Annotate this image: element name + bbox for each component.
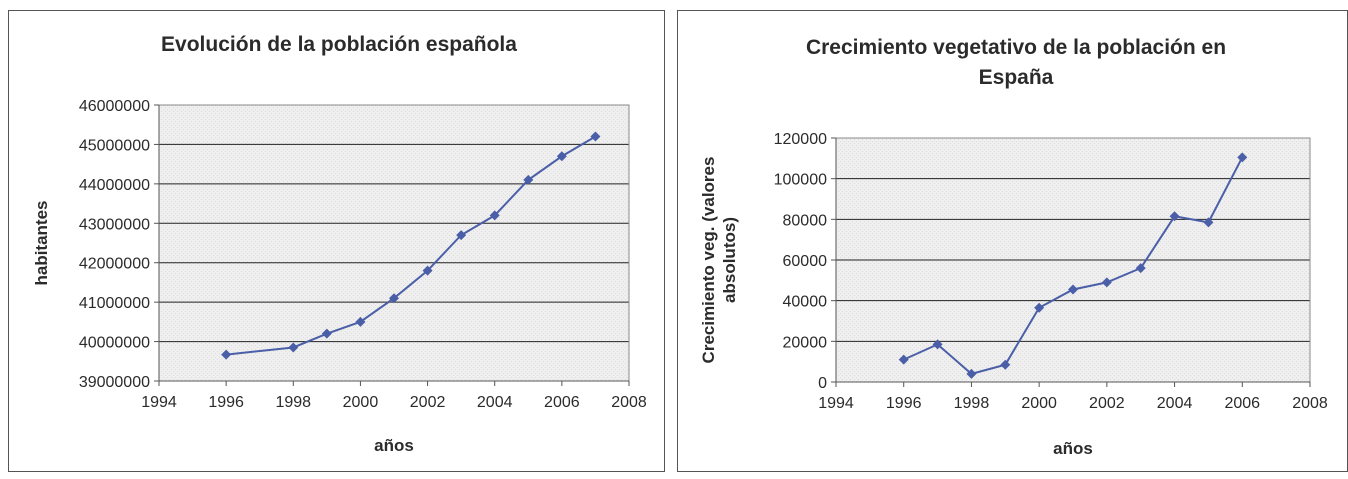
y-axis-title: Crecimiento veg. (valores absolutos) [699, 157, 739, 364]
y-tick-label: 60000 [783, 253, 828, 270]
x-tick-label: 1994 [141, 394, 177, 411]
x-tick-label: 2000 [343, 394, 379, 411]
data-point [590, 131, 601, 142]
data-point [1237, 152, 1248, 163]
y-tick-label: 100000 [774, 172, 827, 189]
x-tick-label: 2008 [1292, 395, 1328, 412]
data-point [556, 151, 567, 162]
x-tick-label: 1998 [275, 394, 311, 411]
plot-area [159, 105, 629, 381]
x-tick-label: 1996 [886, 395, 922, 412]
x-tick-label: 2000 [1021, 395, 1057, 412]
data-point [898, 354, 909, 365]
data-point [932, 339, 943, 350]
y-tick-label: 42000000 [79, 256, 150, 273]
y-tick-label: 20000 [783, 334, 828, 351]
data-point [355, 316, 366, 327]
x-axis-title: años [374, 436, 414, 455]
data-point [288, 342, 299, 353]
population-line-chart: 39000000 40000000 41000000 42000000 43000000… [32, 33, 647, 455]
x-tick-label: 1998 [954, 395, 990, 412]
data-point [966, 368, 977, 379]
x-tick-label: 2002 [410, 394, 446, 411]
data-point [456, 230, 467, 241]
data-point [1101, 277, 1112, 288]
x-axis-title: años [1053, 439, 1093, 458]
x-tick-label: 1996 [208, 394, 244, 411]
data-point [1000, 359, 1011, 370]
chart-title: Crecimiento vegetativo de la población e… [806, 36, 1226, 89]
y-tick-label: 120000 [774, 131, 827, 148]
x-tick-label: 2006 [1224, 395, 1260, 412]
data-point [1135, 263, 1146, 274]
data-point [1169, 211, 1180, 222]
x-tick-label: 2004 [1157, 395, 1193, 412]
data-point [321, 328, 332, 339]
y-tick-label: 80000 [783, 212, 828, 229]
y-tick-label: 40000000 [79, 335, 150, 352]
x-tick-label: 2008 [611, 394, 647, 411]
natural-growth-line-chart: 0 20000 40000 60000 80000 100000 120000 1994 199… [699, 36, 1328, 458]
y-tick-label: 44000000 [79, 177, 150, 194]
data-point [221, 349, 232, 360]
data-point [1034, 302, 1045, 313]
data-point [1068, 284, 1078, 295]
chart-panel-natural-growth: 0 20000 40000 60000 80000 100000 120000 1994 199… [677, 10, 1348, 472]
y-tick-label: 39000000 [79, 374, 150, 391]
data-point [422, 265, 433, 276]
y-tick-label: 41000000 [79, 295, 150, 312]
y-tick-label: 40000 [783, 294, 828, 311]
x-tick-label: 2006 [544, 394, 580, 411]
y-tick-label: 43000000 [79, 216, 150, 233]
y-tick-label: 0 [818, 375, 827, 392]
data-point [523, 174, 534, 185]
y-tick-label: 46000000 [79, 98, 150, 115]
data-point [489, 210, 500, 221]
x-tick-label: 1994 [818, 395, 854, 412]
y-axis-title: habitantes [32, 200, 51, 285]
data-point [1203, 217, 1214, 228]
chart-panel-population: 39000000 40000000 41000000 42000000 43000000… [8, 10, 665, 472]
x-tick-label: 2002 [1089, 395, 1125, 412]
y-tick-label: 45000000 [79, 137, 150, 154]
x-tick-label: 2004 [477, 394, 513, 411]
chart-title: Evolución de la población española [161, 33, 517, 56]
data-point [389, 293, 399, 304]
